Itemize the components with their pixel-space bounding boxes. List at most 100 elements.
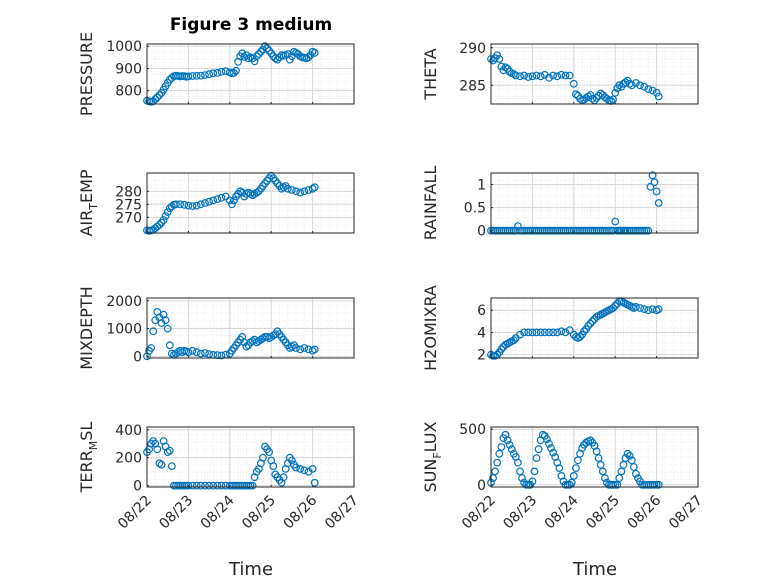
data-point: [229, 196, 238, 205]
data-point: [217, 351, 226, 360]
data-point: [586, 319, 595, 328]
data-point: [296, 345, 305, 354]
data-point: [165, 446, 174, 455]
subplot-mixdepth: 0 1000 2000 MIXDEPTH: [77, 286, 355, 370]
data-point: [279, 473, 288, 482]
data-point: [611, 88, 620, 97]
y-axis-label: TERRMSL: [77, 422, 100, 494]
data-point: [184, 481, 193, 490]
data-point: [157, 460, 166, 469]
data-point: [565, 71, 574, 80]
data-point: [528, 328, 537, 337]
data-point: [516, 467, 524, 476]
y-tick-label: 0: [477, 478, 486, 494]
data-point: [310, 345, 319, 354]
data-point: [596, 89, 605, 98]
data-point: [565, 326, 574, 335]
data-point: [497, 443, 506, 451]
data-point: [611, 480, 620, 489]
axes-frame: [146, 426, 355, 488]
plot-area: [491, 173, 698, 233]
data-point: [514, 222, 522, 231]
data-point: [623, 449, 632, 458]
data-point: [221, 192, 230, 201]
axes-frame: [146, 172, 355, 234]
x-tick-label: 08/24: [542, 492, 582, 532]
data-point: [244, 481, 253, 490]
subplot-h2omixra: 2 4 6 H2OMIXRA: [421, 285, 699, 371]
data-point: [518, 474, 526, 483]
data-point: [172, 200, 180, 209]
x-tick-label: 08/25: [239, 493, 279, 533]
axes-frame: [490, 297, 699, 359]
data-point: [601, 474, 609, 483]
data-point: [514, 458, 522, 467]
data-point: [259, 453, 267, 462]
data-point: [654, 480, 663, 489]
y-tick-label: 1: [477, 178, 486, 194]
data-point: [557, 70, 566, 79]
plot-area: [147, 427, 354, 487]
data-point: [242, 342, 251, 351]
data-point: [213, 195, 222, 204]
data-point: [155, 220, 164, 229]
y-axis-label: SUNFLUX: [421, 421, 444, 492]
data-point: [196, 71, 205, 80]
data-point: [557, 327, 566, 336]
axes-frame: [490, 172, 699, 234]
data-point: [227, 200, 236, 209]
data-point: [507, 445, 516, 454]
plot-area: [491, 44, 698, 104]
x-axis-label-right: Time: [572, 559, 617, 580]
data-point: [524, 73, 533, 81]
data-point: [650, 178, 659, 187]
data-point: [524, 328, 533, 337]
y-tick-label: 1000: [106, 322, 142, 338]
data-point: [155, 459, 164, 468]
x-axis-label-left: Time: [228, 559, 273, 580]
data-point: [217, 193, 226, 202]
y-axis-label: THETA: [421, 48, 440, 100]
data-point: [192, 348, 201, 357]
data-point: [151, 95, 160, 103]
data-point: [594, 454, 603, 463]
data-point: [252, 52, 261, 61]
plot-area: [147, 173, 354, 233]
data-point: [654, 92, 663, 101]
data-point: [588, 94, 597, 103]
data-point: [640, 226, 649, 235]
data-point: [283, 184, 292, 193]
data-point: [569, 472, 578, 480]
data-point: [495, 449, 504, 458]
data-point: [292, 463, 300, 472]
data-point: [163, 324, 172, 333]
data-point: [180, 200, 189, 209]
data-point: [300, 466, 309, 475]
data-point: [507, 226, 516, 235]
y-tick-label: 2000: [106, 294, 142, 310]
data-point: [232, 66, 240, 75]
data-point: [308, 184, 317, 193]
data-point: [161, 212, 170, 220]
data-point: [632, 303, 640, 311]
data-point: [615, 81, 624, 90]
data-point: [629, 463, 638, 471]
data-point: [201, 481, 209, 490]
data-point: [184, 201, 193, 210]
data-point: [184, 348, 193, 357]
data-point: [205, 481, 214, 490]
axes-frame: [490, 426, 699, 488]
data-point: [192, 201, 201, 210]
x-tick-label: 08/26: [625, 492, 665, 532]
y-tick-label: 0: [477, 224, 486, 240]
data-point: [553, 328, 562, 337]
data-point: [155, 91, 164, 99]
data-point: [250, 57, 259, 66]
data-point: [308, 346, 317, 355]
data-point: [532, 328, 541, 337]
y-axis-label: PRESSURE: [77, 32, 96, 116]
data-point: [149, 97, 158, 106]
y-tick-label: 900: [115, 61, 142, 77]
data-point: [192, 71, 201, 80]
data-point: [555, 464, 564, 473]
